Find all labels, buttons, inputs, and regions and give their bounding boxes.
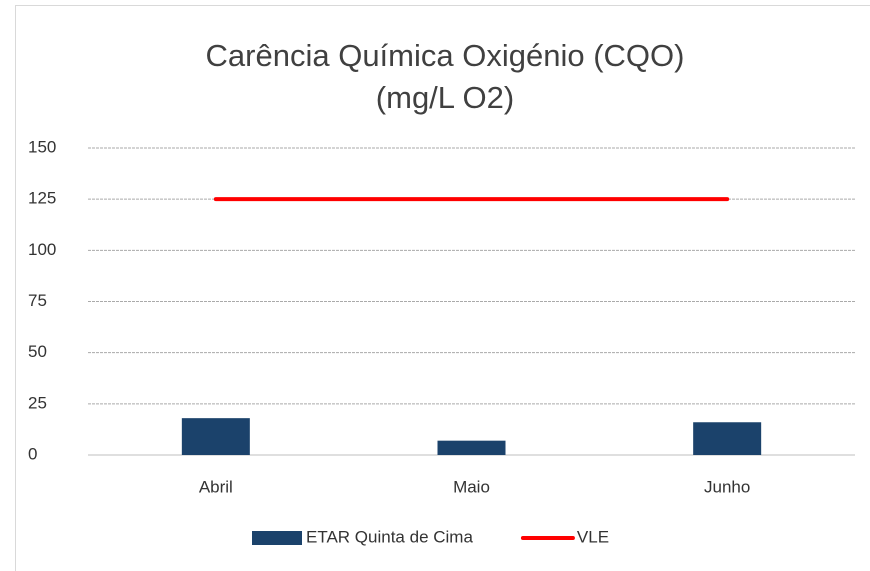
y-tick-label: 100	[28, 240, 56, 259]
x-tick-label: Junho	[704, 477, 750, 496]
y-tick-label: 150	[28, 137, 56, 156]
legend-label: VLE	[577, 527, 609, 546]
x-tick-label: Abril	[199, 477, 233, 496]
y-tick-label: 125	[28, 189, 56, 208]
chart-title: (mg/L O2)	[376, 80, 514, 115]
x-tick-label: Maio	[453, 477, 490, 496]
y-tick-label: 75	[28, 291, 47, 310]
y-tick-label: 50	[28, 342, 47, 361]
bar	[181, 418, 250, 455]
chart-frame	[15, 5, 870, 571]
bar	[437, 440, 506, 455]
chart-title: Carência Química Oxigénio (CQO)	[206, 38, 685, 73]
bar	[693, 422, 762, 455]
legend-label: ETAR Quinta de Cima	[306, 527, 473, 546]
legend-swatch	[252, 531, 302, 545]
y-tick-label: 0	[28, 444, 37, 463]
y-tick-label: 25	[28, 393, 47, 412]
